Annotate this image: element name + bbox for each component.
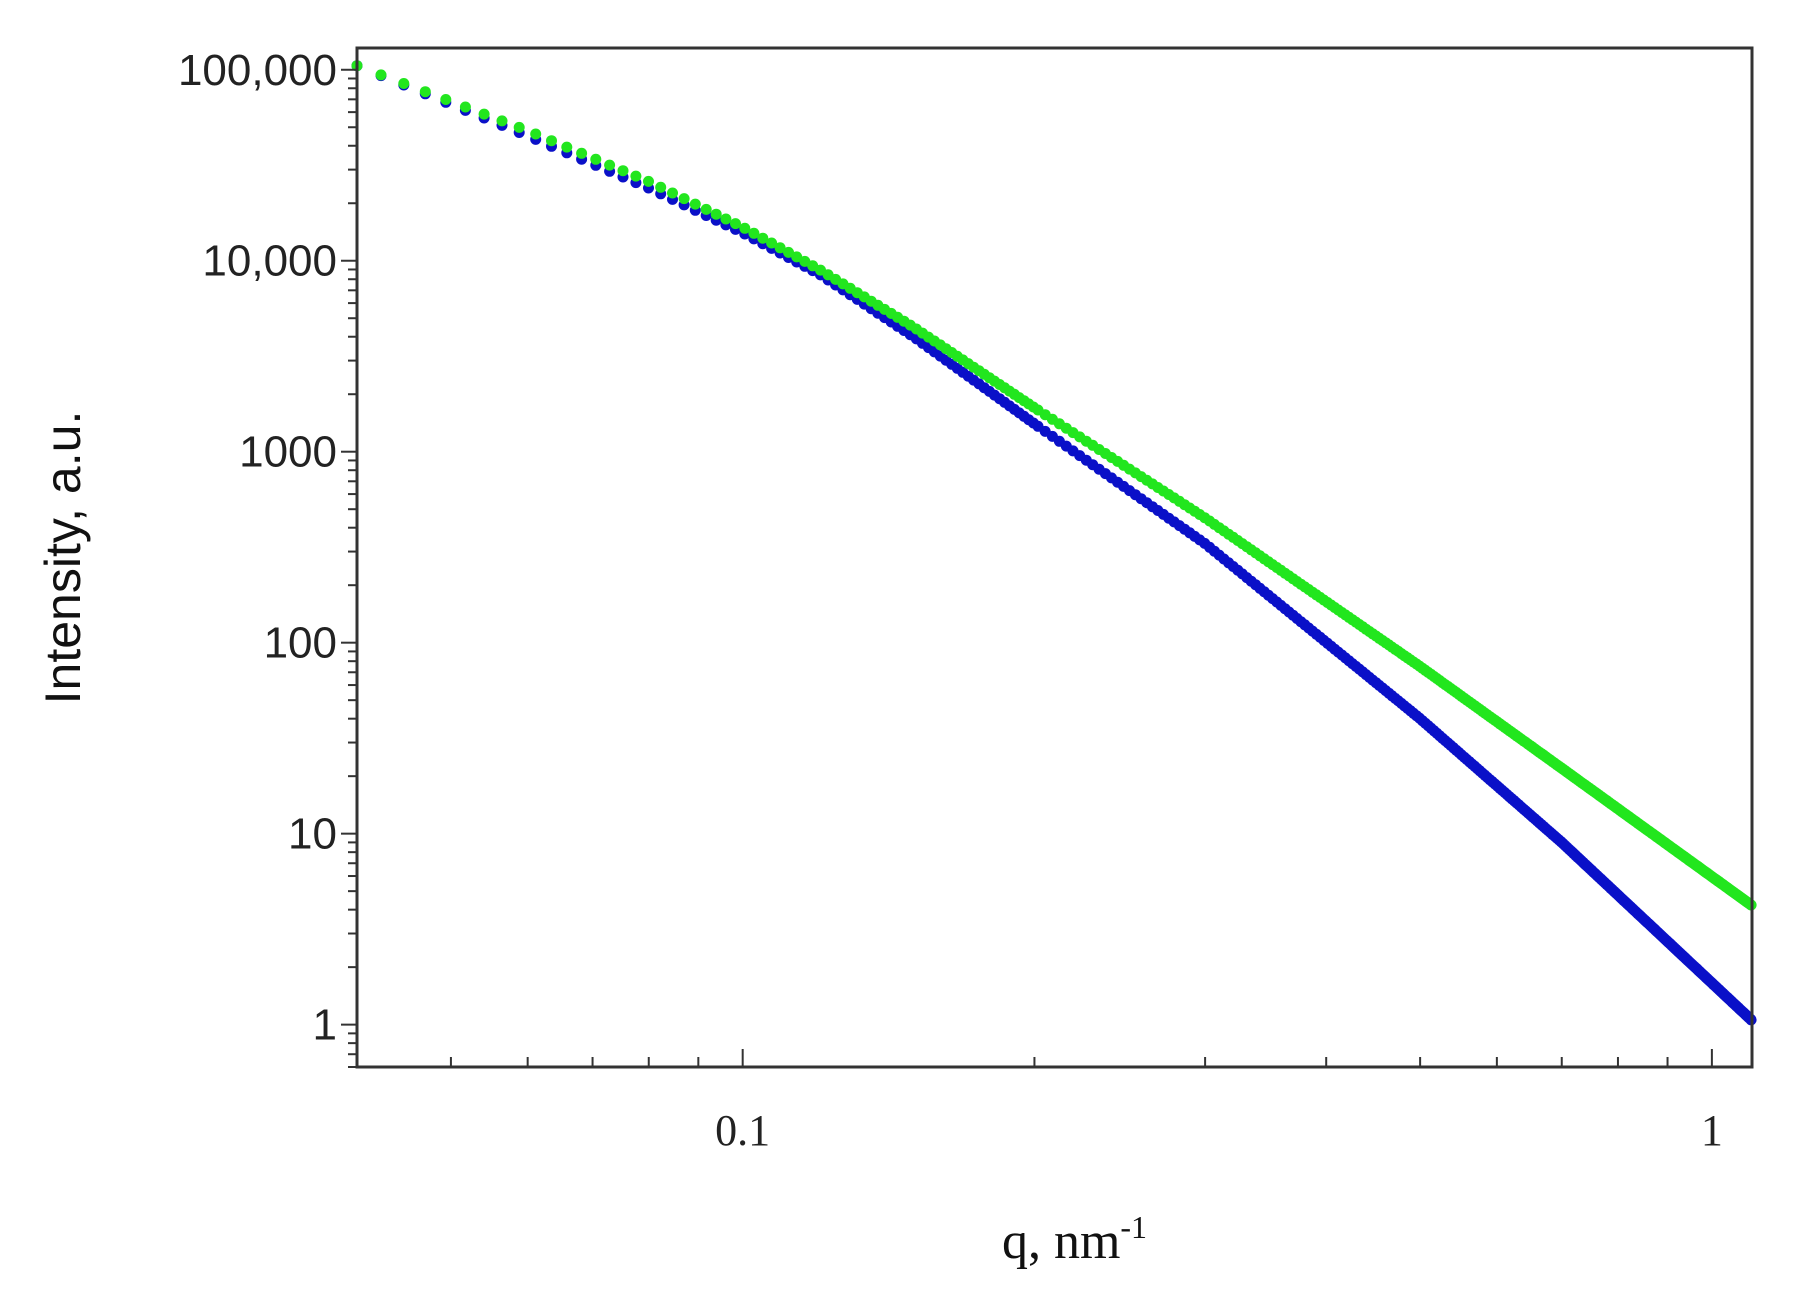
data-point xyxy=(590,153,602,165)
data-point xyxy=(720,213,732,225)
y-tick-label: 100,000 xyxy=(178,46,337,95)
data-point xyxy=(667,187,678,199)
data-point xyxy=(496,115,508,127)
data-point xyxy=(766,237,778,249)
y-tick-label: 10 xyxy=(288,810,337,859)
data-point xyxy=(710,208,722,220)
data-point xyxy=(419,86,431,98)
data-point xyxy=(689,198,701,210)
data-point xyxy=(791,251,803,263)
data-point xyxy=(478,108,490,120)
data-point xyxy=(530,128,542,140)
data-point xyxy=(748,227,760,239)
data-point xyxy=(604,159,616,171)
data-point xyxy=(783,246,794,258)
tick-labels: 1 10 100 1000 10,000 100,000 0.1 1 xyxy=(178,46,1723,1155)
y-tick-label: 10,000 xyxy=(202,237,337,286)
data-point xyxy=(513,121,525,133)
data-point xyxy=(546,135,557,147)
data-point xyxy=(643,175,654,187)
data-point xyxy=(730,218,741,230)
plot-frame xyxy=(355,46,1754,1069)
x-axis-title-main: q, nm xyxy=(1002,1213,1120,1270)
data-point xyxy=(617,165,629,177)
data-point xyxy=(678,193,690,205)
x-tick-label: 1 xyxy=(1701,1106,1723,1155)
data-point xyxy=(739,222,751,234)
y-axis-title: Intensity, a.u. xyxy=(35,411,91,705)
axis-ticks xyxy=(341,68,1713,1068)
data-point xyxy=(630,170,642,182)
x-axis-title-superscript: -1 xyxy=(1120,1209,1147,1245)
data-point xyxy=(576,147,588,159)
x-tick-label: 0.1 xyxy=(715,1106,770,1155)
data-point xyxy=(774,242,786,254)
y-tick-label: 1 xyxy=(313,1001,337,1050)
series-2 xyxy=(351,60,1757,911)
data-point xyxy=(700,203,712,215)
data-point xyxy=(757,232,769,244)
data-markers xyxy=(351,60,1757,1026)
data-point xyxy=(440,94,452,105)
data-point xyxy=(375,69,387,81)
y-tick-label: 100 xyxy=(264,619,337,668)
x-axis-title: q, nm-1 xyxy=(1002,1209,1147,1270)
data-point xyxy=(459,101,471,113)
data-point xyxy=(655,181,667,193)
series-1 xyxy=(351,60,1757,1026)
y-tick-label: 1000 xyxy=(239,428,337,477)
data-point xyxy=(561,141,573,153)
data-point xyxy=(398,78,410,89)
